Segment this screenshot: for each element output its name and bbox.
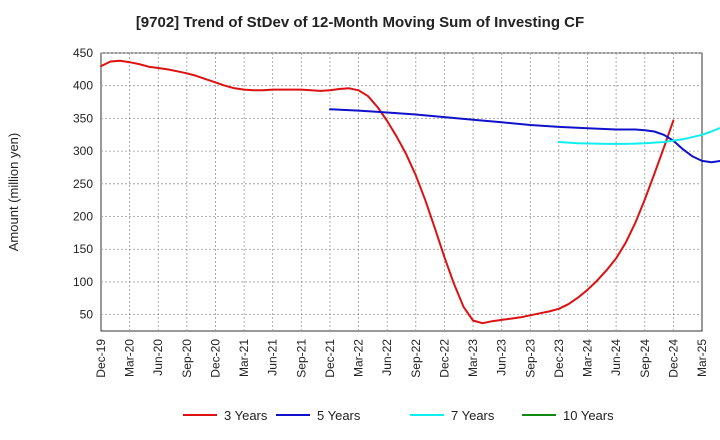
x-tick-label: Sep-22	[409, 339, 423, 378]
x-tick-label: Jun-21	[266, 339, 280, 376]
x-tick-label: Jun-24	[609, 339, 623, 376]
legend-label: 3 Years	[224, 408, 268, 423]
series-line-3-years	[100, 59, 675, 325]
y-tick-label: 250	[73, 177, 93, 191]
x-tick-label: Mar-25	[695, 339, 709, 377]
y-tick-label: 50	[80, 308, 94, 322]
legend-label: 7 Years	[451, 408, 495, 423]
y-tick-label: 100	[73, 275, 93, 289]
x-tick-label: Jun-23	[495, 339, 509, 376]
x-tick-label: Sep-23	[523, 339, 537, 378]
y-tick-label: 300	[73, 144, 93, 158]
x-tick-label: Mar-23	[466, 339, 480, 377]
y-tick-label: 200	[73, 210, 93, 224]
y-tick-label: 400	[73, 79, 93, 93]
x-tick-label: Mar-24	[581, 339, 595, 377]
plot-frame	[100, 52, 703, 332]
x-tick-label: Dec-24	[666, 339, 680, 378]
x-tick-label: Jun-20	[151, 339, 165, 376]
y-tick-label: 450	[73, 46, 93, 60]
x-tick-label: Sep-20	[180, 339, 194, 378]
x-tick-label: Dec-21	[323, 339, 337, 378]
grid-lines	[101, 52, 702, 331]
x-tick-label: Sep-21	[294, 339, 308, 378]
x-tick-label: Sep-24	[638, 339, 652, 378]
series-line-5-years	[329, 108, 720, 164]
x-tick-label: Dec-19	[94, 339, 108, 378]
legend: 3 Years 5 Years 7 Years 10 Years	[183, 408, 614, 423]
x-axis-ticks: Dec-19 Mar-20 Jun-20 Sep-20 Dec-20 Mar-21 Jun-…	[94, 339, 709, 378]
x-tick-label: Jun-22	[380, 339, 394, 376]
x-tick-label: Mar-20	[123, 339, 137, 377]
x-tick-label: Mar-21	[237, 339, 251, 377]
y-axis-ticks: 50 100 150 200 250 300 350 400 450	[73, 46, 93, 322]
x-tick-label: Dec-20	[208, 339, 222, 378]
x-tick-label: Dec-22	[437, 339, 451, 378]
series-line-7-years	[557, 126, 720, 145]
series-lines	[100, 59, 720, 325]
legend-label: 10 Years	[563, 408, 614, 423]
y-axis-label: Amount (million yen)	[6, 133, 21, 252]
legend-label: 5 Years	[317, 408, 361, 423]
x-tick-label: Dec-23	[552, 339, 566, 378]
chart-title: [9702] Trend of StDev of 12-Month Moving…	[135, 14, 585, 31]
x-tick-label: Mar-22	[352, 339, 366, 377]
y-tick-label: 150	[73, 242, 93, 256]
y-tick-label: 350	[73, 111, 93, 125]
